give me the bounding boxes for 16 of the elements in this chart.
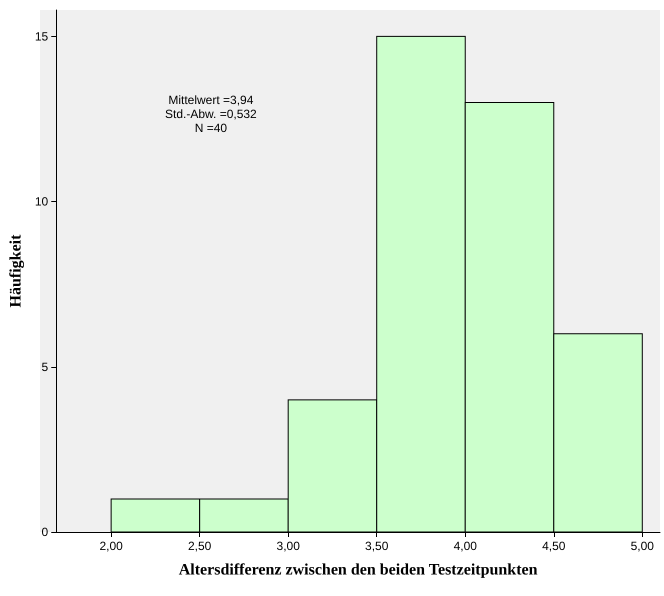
x-tick-label: 5,00 [630, 539, 654, 553]
annotation: N =40 [194, 121, 228, 135]
y-tick-label: 0 [42, 525, 49, 539]
x-tick-label: 4,50 [542, 539, 566, 553]
x-tick-label: 4,00 [454, 539, 478, 553]
x-tick-label: 3,00 [276, 539, 300, 553]
y-tick-label: 5 [42, 360, 49, 374]
annotation: Mittelwert =3,94 [168, 93, 254, 107]
x-tick-label: 2,00 [99, 539, 124, 553]
y-tick-label: 15 [34, 29, 49, 44]
x-axis-title: Altersdifferenz zwischen den beiden Testzeitpunkten [178, 562, 538, 578]
y-axis-title: Häufigkeit [8, 234, 24, 308]
y-tick-label: 10 [34, 194, 49, 209]
annotation: Std.-Abw. =0,532 [164, 107, 258, 121]
x-tick-label: 2,50 [188, 539, 212, 553]
x-tick-label: 3,50 [365, 539, 389, 553]
